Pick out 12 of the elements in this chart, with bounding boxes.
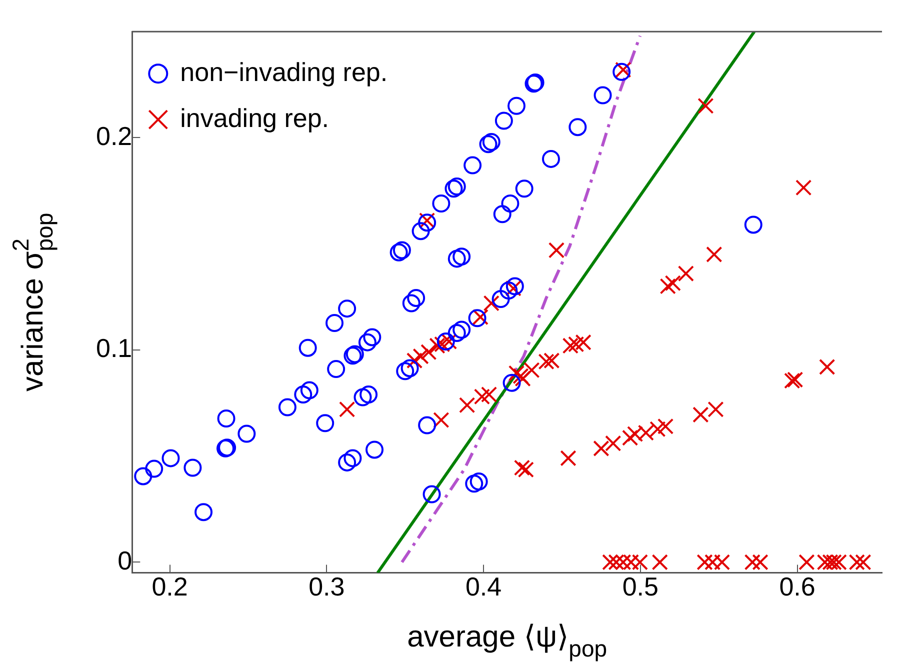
y-tick-label: 0.2 — [96, 120, 132, 151]
y-tick-label: 0.1 — [96, 333, 132, 364]
x-tick-label: 0.4 — [465, 572, 502, 602]
x-tick-label: 0.6 — [779, 572, 816, 602]
legend-label: non−invading rep. — [180, 56, 388, 87]
x-tick-label: 0.3 — [308, 572, 345, 602]
y-tick-label: 0 — [118, 545, 132, 576]
x-tick-label: 0.2 — [152, 572, 188, 602]
y-axis-title: variance σ2pop — [7, 212, 58, 392]
line-series — [400, 34, 642, 564]
legend-label: invading rep. — [180, 102, 330, 133]
x-tick-label: 0.5 — [622, 572, 658, 602]
